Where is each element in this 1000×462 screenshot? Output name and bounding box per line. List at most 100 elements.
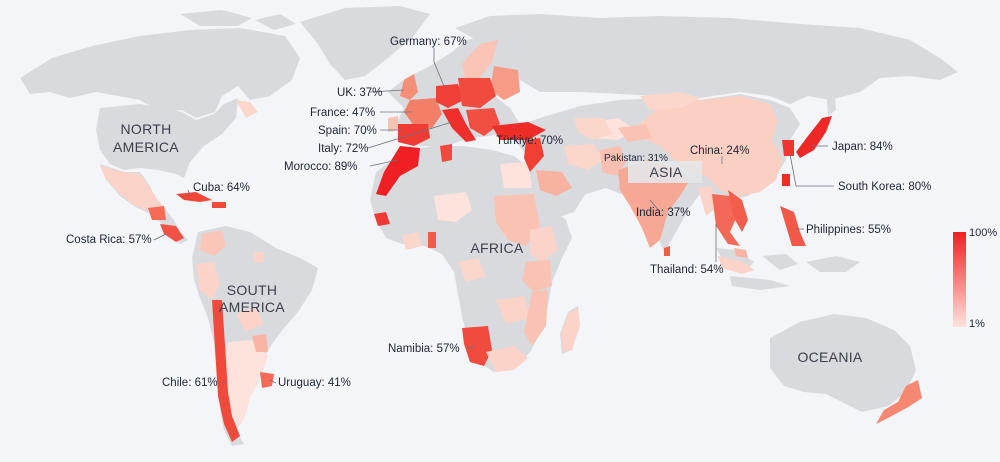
south-africa-fill: [486, 346, 528, 372]
label-costa-rica: Costa Rica: 57%: [66, 234, 152, 246]
costa-rica-fill: [160, 224, 184, 242]
north-america-north-shape: [20, 28, 300, 118]
morocco-fill: [376, 146, 420, 196]
arctic-islands-shape: [180, 10, 296, 30]
spain-fill: [398, 124, 430, 146]
eastern-europe-fill: [490, 66, 520, 100]
legend-gradient-bar: [953, 232, 966, 327]
label-uk: UK: 37%: [337, 87, 382, 99]
label-south-korea: South Korea: 80%: [838, 181, 931, 193]
madagascar-fill: [561, 308, 580, 352]
bolivia-fill: [236, 308, 264, 332]
malaysia-fill: [734, 248, 748, 258]
australia-shape: [770, 314, 916, 412]
region-labels: NORTH AMERICA SOUTH AMERICA AFRICA ASIA …: [113, 121, 863, 365]
leader-uk: [369, 89, 405, 93]
label-thailand: Thailand: 54%: [650, 264, 724, 276]
kenya-fill: [530, 226, 558, 262]
brazil-east-fill: [254, 252, 264, 262]
leader-germany: [433, 48, 445, 87]
color-legend: 100% 1%: [953, 227, 997, 330]
label-chile: Chile: 61%: [162, 377, 218, 389]
leader-cuba: [187, 189, 191, 197]
leader-namibia: [467, 345, 475, 350]
leader-morocco: [369, 159, 399, 167]
central-asia-fill: [618, 124, 652, 142]
leader-india: [649, 199, 661, 213]
indonesia-fill: [718, 256, 754, 274]
central-europe-fill: [458, 78, 496, 108]
japan-fill: [796, 116, 832, 158]
mongolia-fill: [640, 92, 700, 110]
tunisia-fill: [440, 144, 452, 162]
leader-south-korea: [789, 153, 834, 187]
region-africa: AFRICA: [470, 240, 523, 256]
region-south-america-line1: SOUTH: [227, 282, 278, 298]
country-labels: Germany: 67% UK: 37% France: 47% Spain: …: [66, 36, 931, 389]
choropleth-fills: [100, 40, 922, 442]
label-india: India: 37%: [636, 207, 690, 219]
myanmar-fill: [698, 186, 716, 216]
east-africa-fill: [494, 194, 540, 246]
leader-uruguay: [269, 379, 277, 384]
label-italy: Italy: 72%: [318, 143, 369, 155]
sahel-fill: [434, 192, 472, 222]
label-spain: Spain: 70%: [318, 125, 377, 137]
indonesia-shape: [716, 248, 860, 290]
region-asia: ASIA: [649, 164, 682, 180]
central-africa-fill: [458, 258, 486, 282]
turkiye-fill: [492, 122, 546, 140]
mexico-fill: [100, 166, 166, 214]
uk-fill: [400, 74, 418, 100]
label-uruguay: Uruguay: 41%: [278, 377, 351, 389]
label-germany: Germany: 67%: [390, 36, 467, 48]
leader-costa-rica: [153, 233, 167, 241]
region-oceania: OCEANIA: [797, 349, 862, 365]
namibia-fill: [462, 326, 492, 366]
label-philippines: Philippines: 55%: [806, 224, 891, 236]
leader-lines: [153, 48, 834, 384]
china-fill: [640, 96, 782, 196]
paraguay-fill: [252, 334, 268, 352]
senegal-fill: [374, 212, 390, 226]
vietnam-fill: [728, 190, 748, 232]
legend-max-label: 100%: [969, 227, 997, 239]
scandinavia-fill: [462, 40, 498, 82]
argentina-fill: [224, 340, 268, 430]
leader-chile: [221, 381, 227, 384]
usa-shape: [96, 98, 238, 178]
label-namibia: Namibia: 57%: [388, 343, 460, 355]
sri-lanka-fill: [664, 246, 670, 256]
egypt-fill: [500, 162, 532, 188]
israel-fill: [574, 118, 612, 140]
south-korea-fill: [782, 140, 794, 156]
tanzania-fill: [522, 260, 552, 292]
saudi-fill: [536, 170, 572, 196]
philippines-fill: [780, 206, 806, 246]
west-africa-fill: [402, 232, 422, 250]
canada-east-fill: [236, 100, 258, 118]
chile-fill: [212, 300, 240, 442]
label-pakistan: Pakistan: 31%: [604, 153, 668, 164]
balkans-fill: [466, 108, 500, 136]
label-cuba: Cuba: 64%: [193, 182, 250, 194]
mozambique-fill: [524, 290, 548, 346]
label-morocco: Morocco: 89%: [284, 161, 358, 173]
pakistan-fill: [600, 146, 626, 176]
sakhalin-shape: [826, 84, 836, 116]
russia-shape: [455, 14, 958, 104]
label-china: China: 24%: [690, 145, 749, 157]
germany-fill: [436, 84, 464, 108]
syria-fill: [524, 138, 544, 172]
label-japan: Japan: 84%: [832, 141, 893, 153]
region-north-america-line2: AMERICA: [113, 139, 179, 155]
region-asia-box: [628, 161, 702, 183]
peru-fill: [196, 262, 220, 300]
france-fill: [404, 98, 442, 128]
label-france: France: 47%: [310, 107, 375, 119]
colombia-fill: [200, 230, 226, 256]
label-turkiye: Türkiye: 70%: [496, 135, 563, 147]
ghana-fill: [428, 232, 436, 248]
new-zealand-fill: [876, 380, 922, 424]
